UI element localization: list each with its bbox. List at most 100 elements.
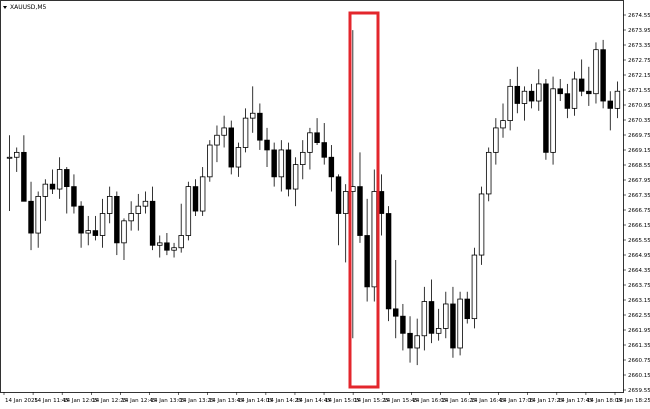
y-tick-label: 2669.75 (628, 133, 650, 139)
candle-body-bear (514, 85, 521, 104)
candle (6, 135, 13, 212)
candle (114, 191, 120, 256)
candle-body-bear (314, 132, 320, 143)
candle (543, 79, 549, 160)
x-tick-label: 14 Jan 17:45 (558, 398, 593, 404)
x-tick-label: 14 Jan 17:05 (500, 398, 535, 404)
candle (528, 83, 535, 109)
candle-body-bull (500, 120, 506, 129)
x-tick-label: 14 Jan 15:05 (325, 398, 360, 404)
candles-group (6, 30, 621, 366)
candle (42, 179, 49, 221)
candle (536, 69, 542, 111)
candle (507, 79, 513, 131)
x-tick-label: 14 Jan 14:45 (296, 398, 331, 404)
candle (435, 308, 442, 341)
candle (464, 291, 470, 324)
y-tick-label: 2663.75 (628, 283, 650, 289)
candle-body-bull (614, 90, 621, 109)
candle-body-bear (400, 315, 406, 334)
x-tick-label: 14 Jan 15:45 (383, 398, 418, 404)
x-tick-label: 14 Jan 11:45 (34, 398, 69, 404)
candle-body-bull (56, 169, 63, 190)
candle (421, 286, 428, 351)
x-tick-label: 14 Jan 16:25 (441, 398, 476, 404)
y-tick-label: 2660.15 (628, 373, 650, 379)
candle-body-bear (271, 149, 277, 178)
candle-body-bull (242, 117, 249, 148)
candle-body-bear (285, 149, 292, 190)
candle (414, 318, 420, 366)
candle-body-bull (157, 242, 163, 246)
x-tick-label: 14 Jan 16:45 (471, 398, 506, 404)
candle (257, 103, 263, 150)
candle (264, 127, 270, 168)
candle (614, 81, 621, 119)
candle (578, 59, 585, 97)
candle-body-bull (550, 88, 556, 153)
symbol-dropdown-icon[interactable] (3, 6, 7, 9)
candle-body-bear (328, 156, 335, 178)
candle-body-bull (185, 186, 192, 236)
x-tick-label: 14 Jan 17:25 (529, 398, 564, 404)
candle-body-bear (357, 186, 363, 236)
candle (443, 291, 449, 339)
candle-body-bear (450, 303, 456, 349)
y-tick-label: 2673.95 (628, 28, 650, 34)
y-tick-label: 2659.55 (628, 388, 650, 394)
x-tick-label: 14 Jan 15:25 (354, 398, 389, 404)
candle (207, 140, 213, 182)
y-tick-label: 2673.35 (628, 43, 650, 49)
candle (228, 120, 234, 175)
candle-body-bull (121, 220, 127, 244)
candle-body-bear (564, 93, 571, 109)
x-tick-label: 14 Jan 18:05 (587, 398, 622, 404)
candle (249, 86, 256, 133)
candle-body-bull (199, 176, 206, 212)
candle (106, 186, 113, 224)
x-tick-label: 14 Jan 16:05 (412, 398, 447, 404)
y-tick-label: 2668.55 (628, 163, 650, 169)
candle (64, 167, 70, 214)
candle-body-bull (414, 335, 420, 349)
candle (393, 259, 399, 339)
y-tick-label: 2666.15 (628, 223, 650, 229)
candle (128, 201, 134, 231)
candle-body-bear (321, 142, 327, 158)
candle (178, 203, 184, 253)
candle (385, 206, 392, 322)
y-tick-label: 2661.95 (628, 328, 650, 334)
candle-body-bear (543, 83, 549, 153)
candle-body-bull (171, 247, 177, 251)
candle (85, 215, 91, 246)
candle-body-bear (192, 186, 199, 212)
candle (600, 39, 606, 109)
candle (242, 108, 249, 153)
y-tick-label: 2672.15 (628, 73, 650, 79)
candle-body-bear (257, 112, 263, 141)
candle (493, 118, 499, 165)
candle (593, 42, 599, 104)
y-tick-label: 2671.55 (628, 88, 650, 94)
candle (157, 235, 163, 258)
y-tick-label: 2674.55 (628, 13, 650, 19)
candle-body-bear (600, 49, 606, 102)
candle-body-bear (407, 332, 413, 349)
x-tick-label: 14 Jan 12:05 (63, 398, 98, 404)
candle (171, 242, 177, 258)
candle-body-bull (536, 83, 542, 102)
y-tick-label: 2672.75 (628, 58, 650, 64)
candle (550, 76, 556, 165)
candle-body-bear (607, 100, 614, 109)
candle (357, 152, 363, 243)
candle-body-bull (521, 90, 528, 104)
candle (586, 66, 592, 106)
candle-body-bear (428, 301, 435, 334)
y-tick-label: 2670.35 (628, 118, 650, 124)
candle (478, 186, 485, 265)
candle (99, 198, 106, 248)
candle-body-bull (13, 151, 20, 158)
